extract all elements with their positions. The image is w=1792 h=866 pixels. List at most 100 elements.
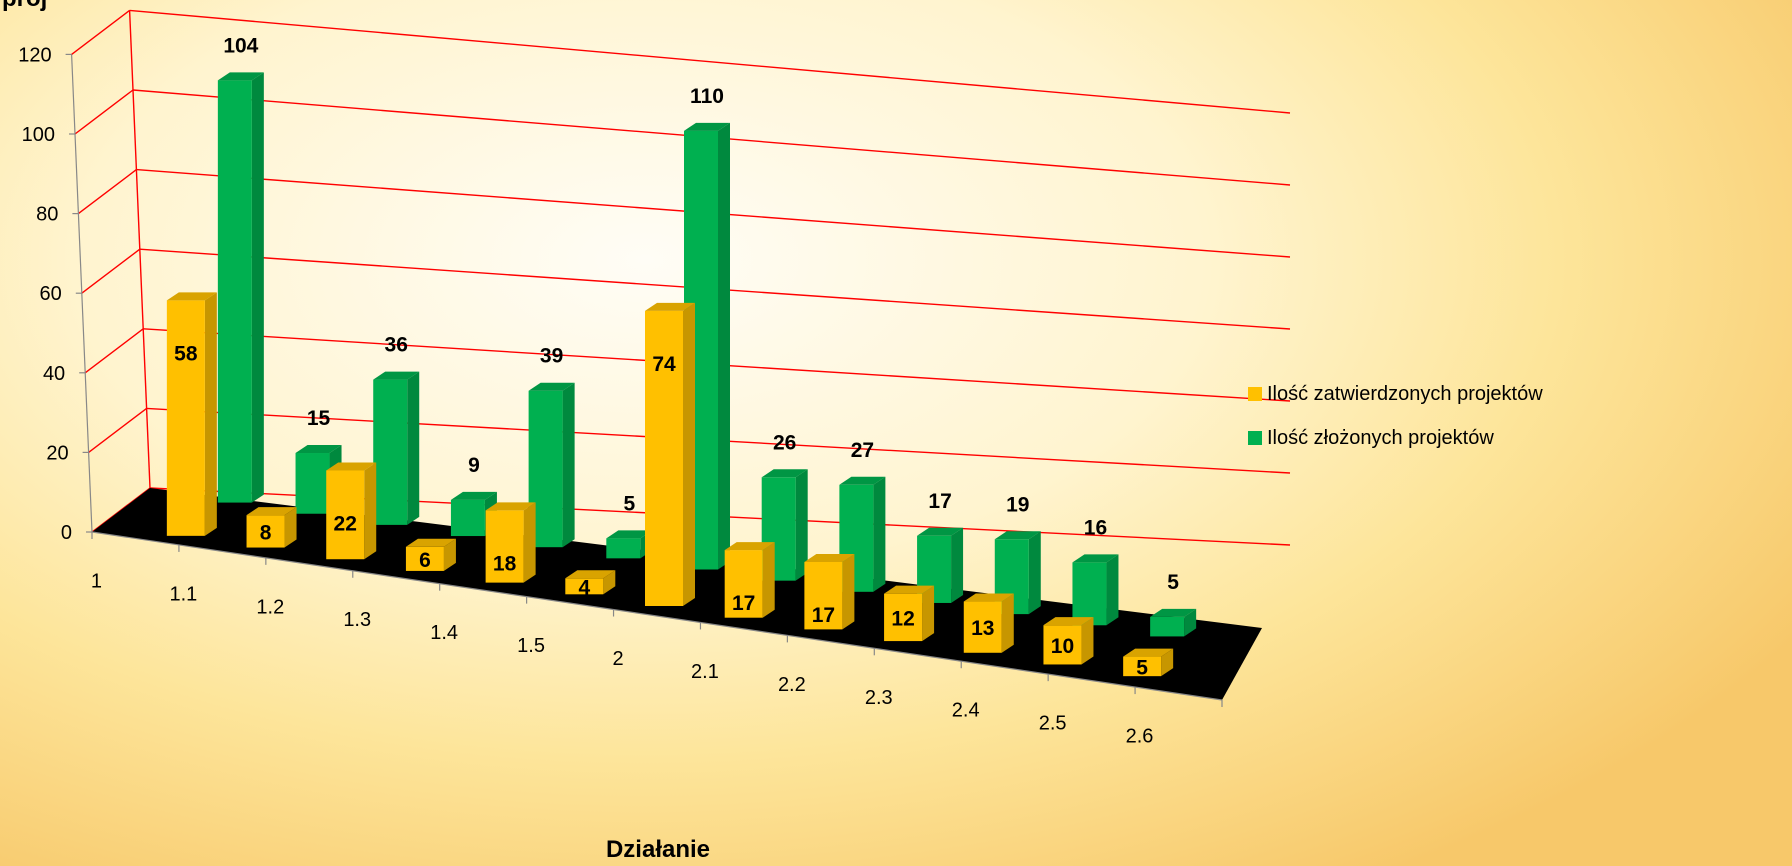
bar-yellow-8 <box>804 553 855 630</box>
data-label-green: 19 <box>1006 493 1029 516</box>
bar-yellow-12-side <box>1161 648 1174 677</box>
bar-yellow-2 <box>326 462 377 560</box>
legend-label: Ilość złożonych projektów <box>1267 427 1494 449</box>
data-label-yellow: 10 <box>1051 635 1074 658</box>
y-tick-label: 20 <box>46 442 68 464</box>
bar-yellow-10-side <box>1001 593 1014 653</box>
bar-yellow-11-front <box>1043 625 1082 665</box>
data-label-green: 26 <box>773 431 796 454</box>
y-tick-label: 100 <box>22 124 55 146</box>
bar-yellow-5 <box>565 570 616 595</box>
bar-yellow-1 <box>246 507 297 548</box>
bar-green-11-front <box>1072 562 1107 626</box>
bar-green-6-top <box>684 122 730 131</box>
data-label-yellow: 5 <box>1136 656 1148 679</box>
data-label-green: 27 <box>851 439 874 462</box>
bar-yellow-9-side <box>922 585 935 642</box>
legend: Ilość zatwierdzonych projektów Ilość złoż… <box>1248 383 1543 449</box>
bar-yellow-0-side <box>204 292 217 536</box>
legend-swatch <box>1248 387 1262 401</box>
bar-green-6-side <box>718 122 730 570</box>
x-tick-label: 2.1 <box>691 661 719 683</box>
bar-yellow-4-front <box>485 510 524 583</box>
axes: 0 20 40 60 80 100 120 1 1.1 1.2 1.3 1.4 1.5 2 2.1 2.2 2.… <box>18 44 1223 748</box>
data-label-yellow: 22 <box>334 512 357 535</box>
bar-green-0-side <box>251 72 264 503</box>
bar-yellow-9 <box>884 585 935 642</box>
bar-yellow-10-top <box>963 593 1014 602</box>
bar-yellow-4 <box>485 502 536 583</box>
bar-yellow-2-side <box>364 462 377 560</box>
data-label-green: 5 <box>623 492 635 515</box>
bar-yellow-2-front <box>326 470 365 560</box>
x-tick-label: 2.6 <box>1126 726 1154 748</box>
bar-green-4-side <box>562 382 575 548</box>
bar-green-9-top <box>917 527 964 536</box>
legend-swatch <box>1248 431 1262 445</box>
bar-green-7-side <box>795 469 808 581</box>
x-tick-label: 2.3 <box>865 687 893 709</box>
bar-yellow-3 <box>405 538 456 571</box>
bar-green-0-top <box>217 72 264 81</box>
bar-yellow-0-top <box>166 292 217 301</box>
bar-green-0-front <box>217 80 252 503</box>
data-label-green: 104 <box>223 34 258 57</box>
x-tick-label: 2.2 <box>778 674 806 696</box>
bar-yellow-0 <box>166 292 217 536</box>
bar-yellow-8-top <box>804 553 855 562</box>
data-label-yellow: 6 <box>419 549 431 572</box>
bar-yellow-9-top <box>884 585 935 594</box>
bar-yellow-3-side <box>443 538 456 571</box>
legend-label: Ilość zatwierdzonych projektów <box>1267 383 1543 405</box>
bar-green-3-top <box>450 491 497 500</box>
bar-green-1-top <box>295 445 342 454</box>
bar-yellow-5-front <box>565 578 604 595</box>
bar-yellow-10-front <box>963 601 1002 653</box>
y-tick-label: 80 <box>36 204 58 226</box>
bars <box>166 72 1197 677</box>
data-label-green: 36 <box>385 334 408 357</box>
bar-green-3-front <box>450 499 485 537</box>
bar-yellow-6-front <box>645 310 683 606</box>
bar-yellow-8-side <box>842 553 855 630</box>
bar-yellow-12 <box>1123 648 1174 677</box>
gridline-side <box>77 169 137 215</box>
bar-green-2-side <box>407 371 420 525</box>
bar-green-0 <box>217 72 264 503</box>
bar-green-5-front <box>606 538 641 559</box>
gridline-side <box>74 89 134 135</box>
bar-green-12 <box>1150 608 1197 637</box>
gridline-side <box>88 407 148 453</box>
data-label-green: 15 <box>307 407 331 430</box>
bar-yellow-3-top <box>405 538 456 547</box>
bar-yellow-1-front <box>246 515 285 548</box>
bar-yellow-11 <box>1043 617 1094 665</box>
gridline-back <box>129 9 1291 114</box>
data-labels: 104 15 36 9 39 5 110 26 27 17 19 16 5 58 8 22 6 18 4 74 17 17… <box>174 34 1179 679</box>
bar-green-7-top <box>761 469 808 478</box>
bar-green-12-top <box>1150 608 1197 617</box>
data-label-yellow: 13 <box>971 617 994 640</box>
x-tick-label: 2.5 <box>1039 713 1067 735</box>
x-axis-line <box>91 531 1223 701</box>
bar-green-4-top <box>528 382 575 391</box>
x-tick-label: 1.1 <box>169 583 197 605</box>
bar-yellow-6-top <box>645 302 695 311</box>
data-label-green: 17 <box>928 490 951 513</box>
bar-yellow-2-top <box>326 462 377 471</box>
bar-green-2 <box>373 371 420 525</box>
data-label-green: 110 <box>690 85 724 108</box>
gridline-side <box>81 248 141 294</box>
bar-yellow-8-front <box>804 561 843 630</box>
x-tick-label: 1.5 <box>517 635 545 657</box>
data-label-yellow: 8 <box>260 521 272 544</box>
bar-green-11-side <box>1106 554 1119 626</box>
x-tick-label: 2 <box>612 648 623 670</box>
bar-green-8-side <box>873 476 886 592</box>
bar-green-8-top <box>839 476 886 485</box>
data-label-yellow: 4 <box>578 576 590 599</box>
bar-yellow-0-front <box>166 300 205 536</box>
y-tick-label: 0 <box>61 522 72 544</box>
bar-yellow-1-side <box>284 507 297 548</box>
data-label-yellow: 17 <box>732 592 755 615</box>
